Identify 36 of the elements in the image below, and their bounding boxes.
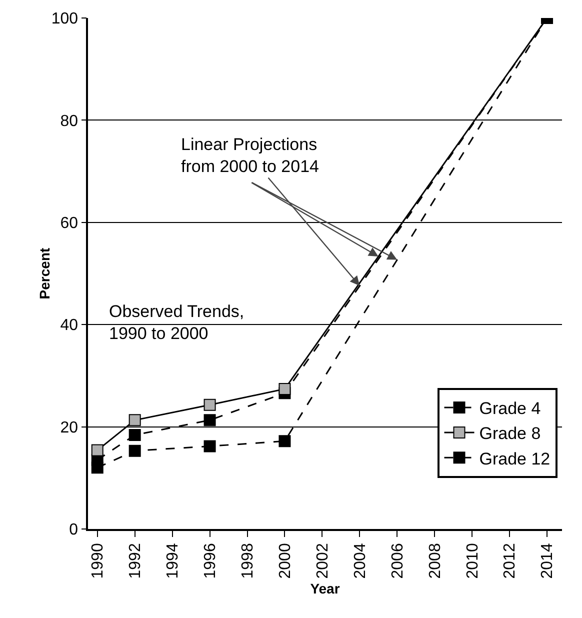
y-tick-label: 20: [60, 419, 78, 436]
annotation: Observed Trends, 1990 to 2000: [109, 302, 244, 344]
y-tick-label: 0: [69, 522, 78, 539]
x-tick-label: 1994: [164, 543, 182, 579]
point: [204, 414, 216, 426]
legend-label: Grade 12: [479, 449, 550, 468]
x-tick-label: 2010: [464, 543, 482, 579]
x-tick-label: 1996: [202, 543, 219, 579]
point: [128, 428, 141, 441]
x-tick-label: 2006: [389, 543, 406, 579]
legend-label: Grade 4: [479, 399, 541, 418]
point: [91, 444, 104, 456]
x-tick-label: 1990: [90, 543, 107, 579]
x-tick-label: 2000: [276, 543, 294, 579]
y-tick-label: 80: [60, 112, 78, 130]
x-axis-title: Year: [310, 580, 340, 597]
y-tick-label: 60: [60, 215, 78, 232]
x-tick-label: 2004: [352, 543, 369, 579]
legend-label: Grade 8: [479, 424, 541, 444]
y-tick-label: 40: [60, 317, 78, 334]
x-tick-label: 2012: [502, 543, 519, 579]
point: [128, 414, 141, 426]
point: [91, 462, 104, 474]
point: [204, 440, 216, 452]
annotation: Linear Projections from 2000 to 2014: [181, 135, 319, 176]
x-tick-label: 2002: [314, 543, 332, 579]
point: [278, 435, 291, 448]
x-tick-label: 1992: [127, 543, 144, 579]
x-tick-label: 2008: [426, 543, 444, 579]
point: [278, 382, 291, 395]
y-tick-label: 100: [51, 10, 78, 28]
x-tick-label: 1998: [239, 543, 256, 579]
point: [128, 444, 141, 457]
point: [204, 398, 216, 411]
x-tick-label: 2014: [539, 543, 556, 579]
y-axis-title: Percent: [36, 247, 52, 300]
